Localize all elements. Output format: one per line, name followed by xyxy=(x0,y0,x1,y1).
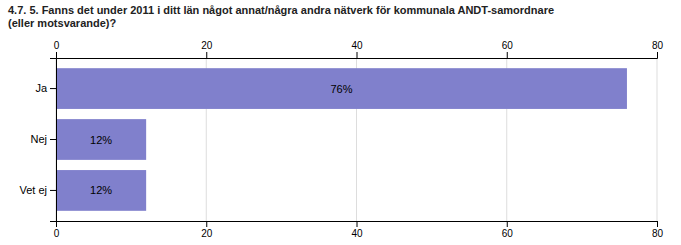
tick-label: 40 xyxy=(351,228,363,239)
tick: 20 xyxy=(201,221,213,239)
axis-line xyxy=(50,59,57,222)
x-axis-top: 0 20 40 60 80 xyxy=(54,40,664,59)
x-axis-bottom: 0 20 40 60 80 xyxy=(54,221,664,239)
tick-mark xyxy=(56,52,57,58)
tick-mark xyxy=(206,221,207,227)
title-line: 4.7. 5. Fanns det under 2011 i ditt län … xyxy=(8,4,554,16)
tick: 60 xyxy=(502,40,514,58)
data-label: 76% xyxy=(330,83,352,95)
grid xyxy=(56,58,657,221)
tick-label: 60 xyxy=(502,40,514,51)
tick-label: 20 xyxy=(201,40,213,51)
tick: Nej xyxy=(30,133,56,145)
tick: 0 xyxy=(54,40,60,58)
tick-mark xyxy=(357,221,358,227)
bar xyxy=(56,119,146,160)
tick-label: Nej xyxy=(30,133,47,145)
grid-line xyxy=(657,58,658,221)
tick: Vet ej xyxy=(19,184,56,196)
bars xyxy=(56,68,627,211)
tick-label: 80 xyxy=(652,228,664,239)
tick-label: 40 xyxy=(351,40,363,51)
data-label: 12% xyxy=(90,184,112,196)
tick-label: 80 xyxy=(652,40,664,51)
tick: 0 xyxy=(54,221,60,239)
tick-mark xyxy=(507,221,508,227)
tick-mark xyxy=(50,139,56,140)
tick-mark xyxy=(657,52,658,58)
y-axis: Ja Nej Vet ej xyxy=(19,59,56,222)
tick-mark xyxy=(507,52,508,58)
tick: 80 xyxy=(652,221,664,239)
axis-line xyxy=(57,52,658,59)
chart: 4.7. 5. Fanns det under 2011 i ditt län … xyxy=(0,0,681,245)
bar xyxy=(56,170,146,211)
tick-mark xyxy=(206,52,207,58)
tick-mark xyxy=(357,52,358,58)
tick-label: 20 xyxy=(201,228,213,239)
tick: 60 xyxy=(502,221,514,239)
title: 4.7. 5. Fanns det under 2011 i ditt län … xyxy=(8,4,554,29)
tick-label: 0 xyxy=(54,40,60,51)
tick-mark xyxy=(50,88,56,89)
tick: 40 xyxy=(351,40,363,58)
plot: 76% 12% 12% 0 20 40 60 80 0 20 40 60 80 Ja Nej Vet ej xyxy=(19,40,663,239)
tick: Ja xyxy=(35,82,56,94)
tick: 20 xyxy=(201,40,213,58)
bar xyxy=(56,68,627,109)
title-line: (eller motsvarande)? xyxy=(8,17,116,29)
data-label: 12% xyxy=(90,134,112,146)
tick: 40 xyxy=(351,221,363,239)
axis-line xyxy=(57,222,658,228)
tick-mark xyxy=(50,190,56,191)
tick-label: Ja xyxy=(35,82,48,94)
tick-label: Vet ej xyxy=(19,184,47,196)
data-labels: 76% 12% 12% xyxy=(90,83,353,197)
tick-mark xyxy=(657,221,658,227)
tick-label: 0 xyxy=(54,228,60,239)
tick: 80 xyxy=(652,40,664,58)
tick-label: 60 xyxy=(502,228,514,239)
